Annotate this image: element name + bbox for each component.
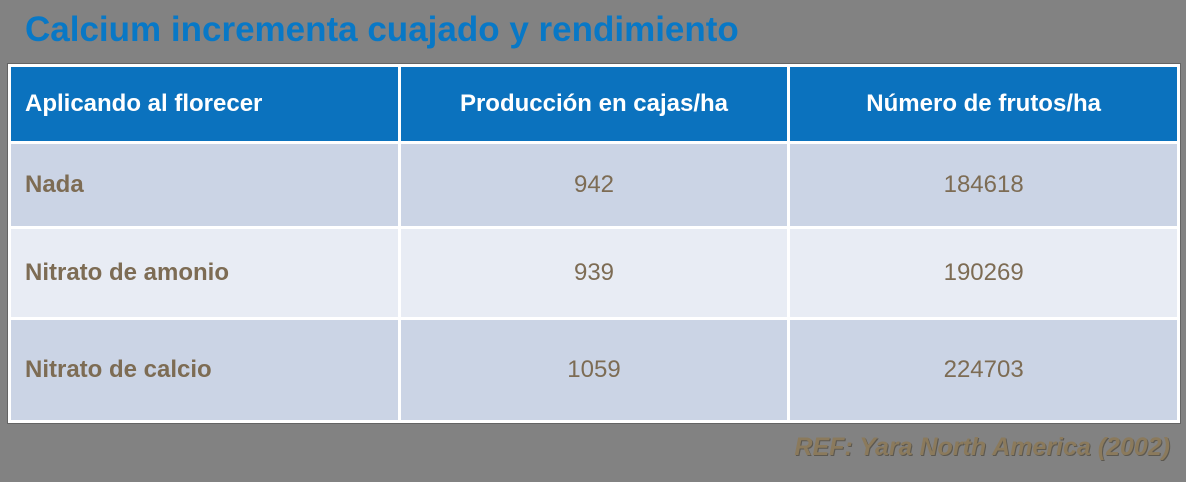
cell-cajas: 1059 <box>400 320 788 420</box>
cell-cajas: 942 <box>400 144 788 226</box>
table-header-row: Aplicando al florecer Producción en caja… <box>11 67 1177 141</box>
row-label: Nitrato de amonio <box>11 229 398 317</box>
cell-frutos: 190269 <box>790 229 1177 317</box>
table-row-nada: Nada 942 184618 <box>11 144 1177 226</box>
column-header-produccion-cajas: Producción en cajas/ha <box>400 67 788 141</box>
cell-frutos: 224703 <box>790 320 1177 420</box>
row-label: Nada <box>11 144 398 226</box>
cell-cajas: 939 <box>400 229 788 317</box>
page-title: Calcium incrementa cuajado y rendimiento <box>25 10 739 49</box>
results-table: Aplicando al florecer Producción en caja… <box>8 64 1180 423</box>
table-row-nitrato-de-calcio: Nitrato de calcio 1059 224703 <box>11 320 1177 420</box>
column-header-aplicando-al-florecer: Aplicando al florecer <box>11 67 398 141</box>
column-header-numero-frutos: Número de frutos/ha <box>790 67 1177 141</box>
reference-citation: REF: Yara North America (2002) <box>794 433 1170 461</box>
cell-frutos: 184618 <box>790 144 1177 226</box>
row-label: Nitrato de calcio <box>11 320 398 420</box>
table-row-nitrato-de-amonio: Nitrato de amonio 939 190269 <box>11 229 1177 317</box>
